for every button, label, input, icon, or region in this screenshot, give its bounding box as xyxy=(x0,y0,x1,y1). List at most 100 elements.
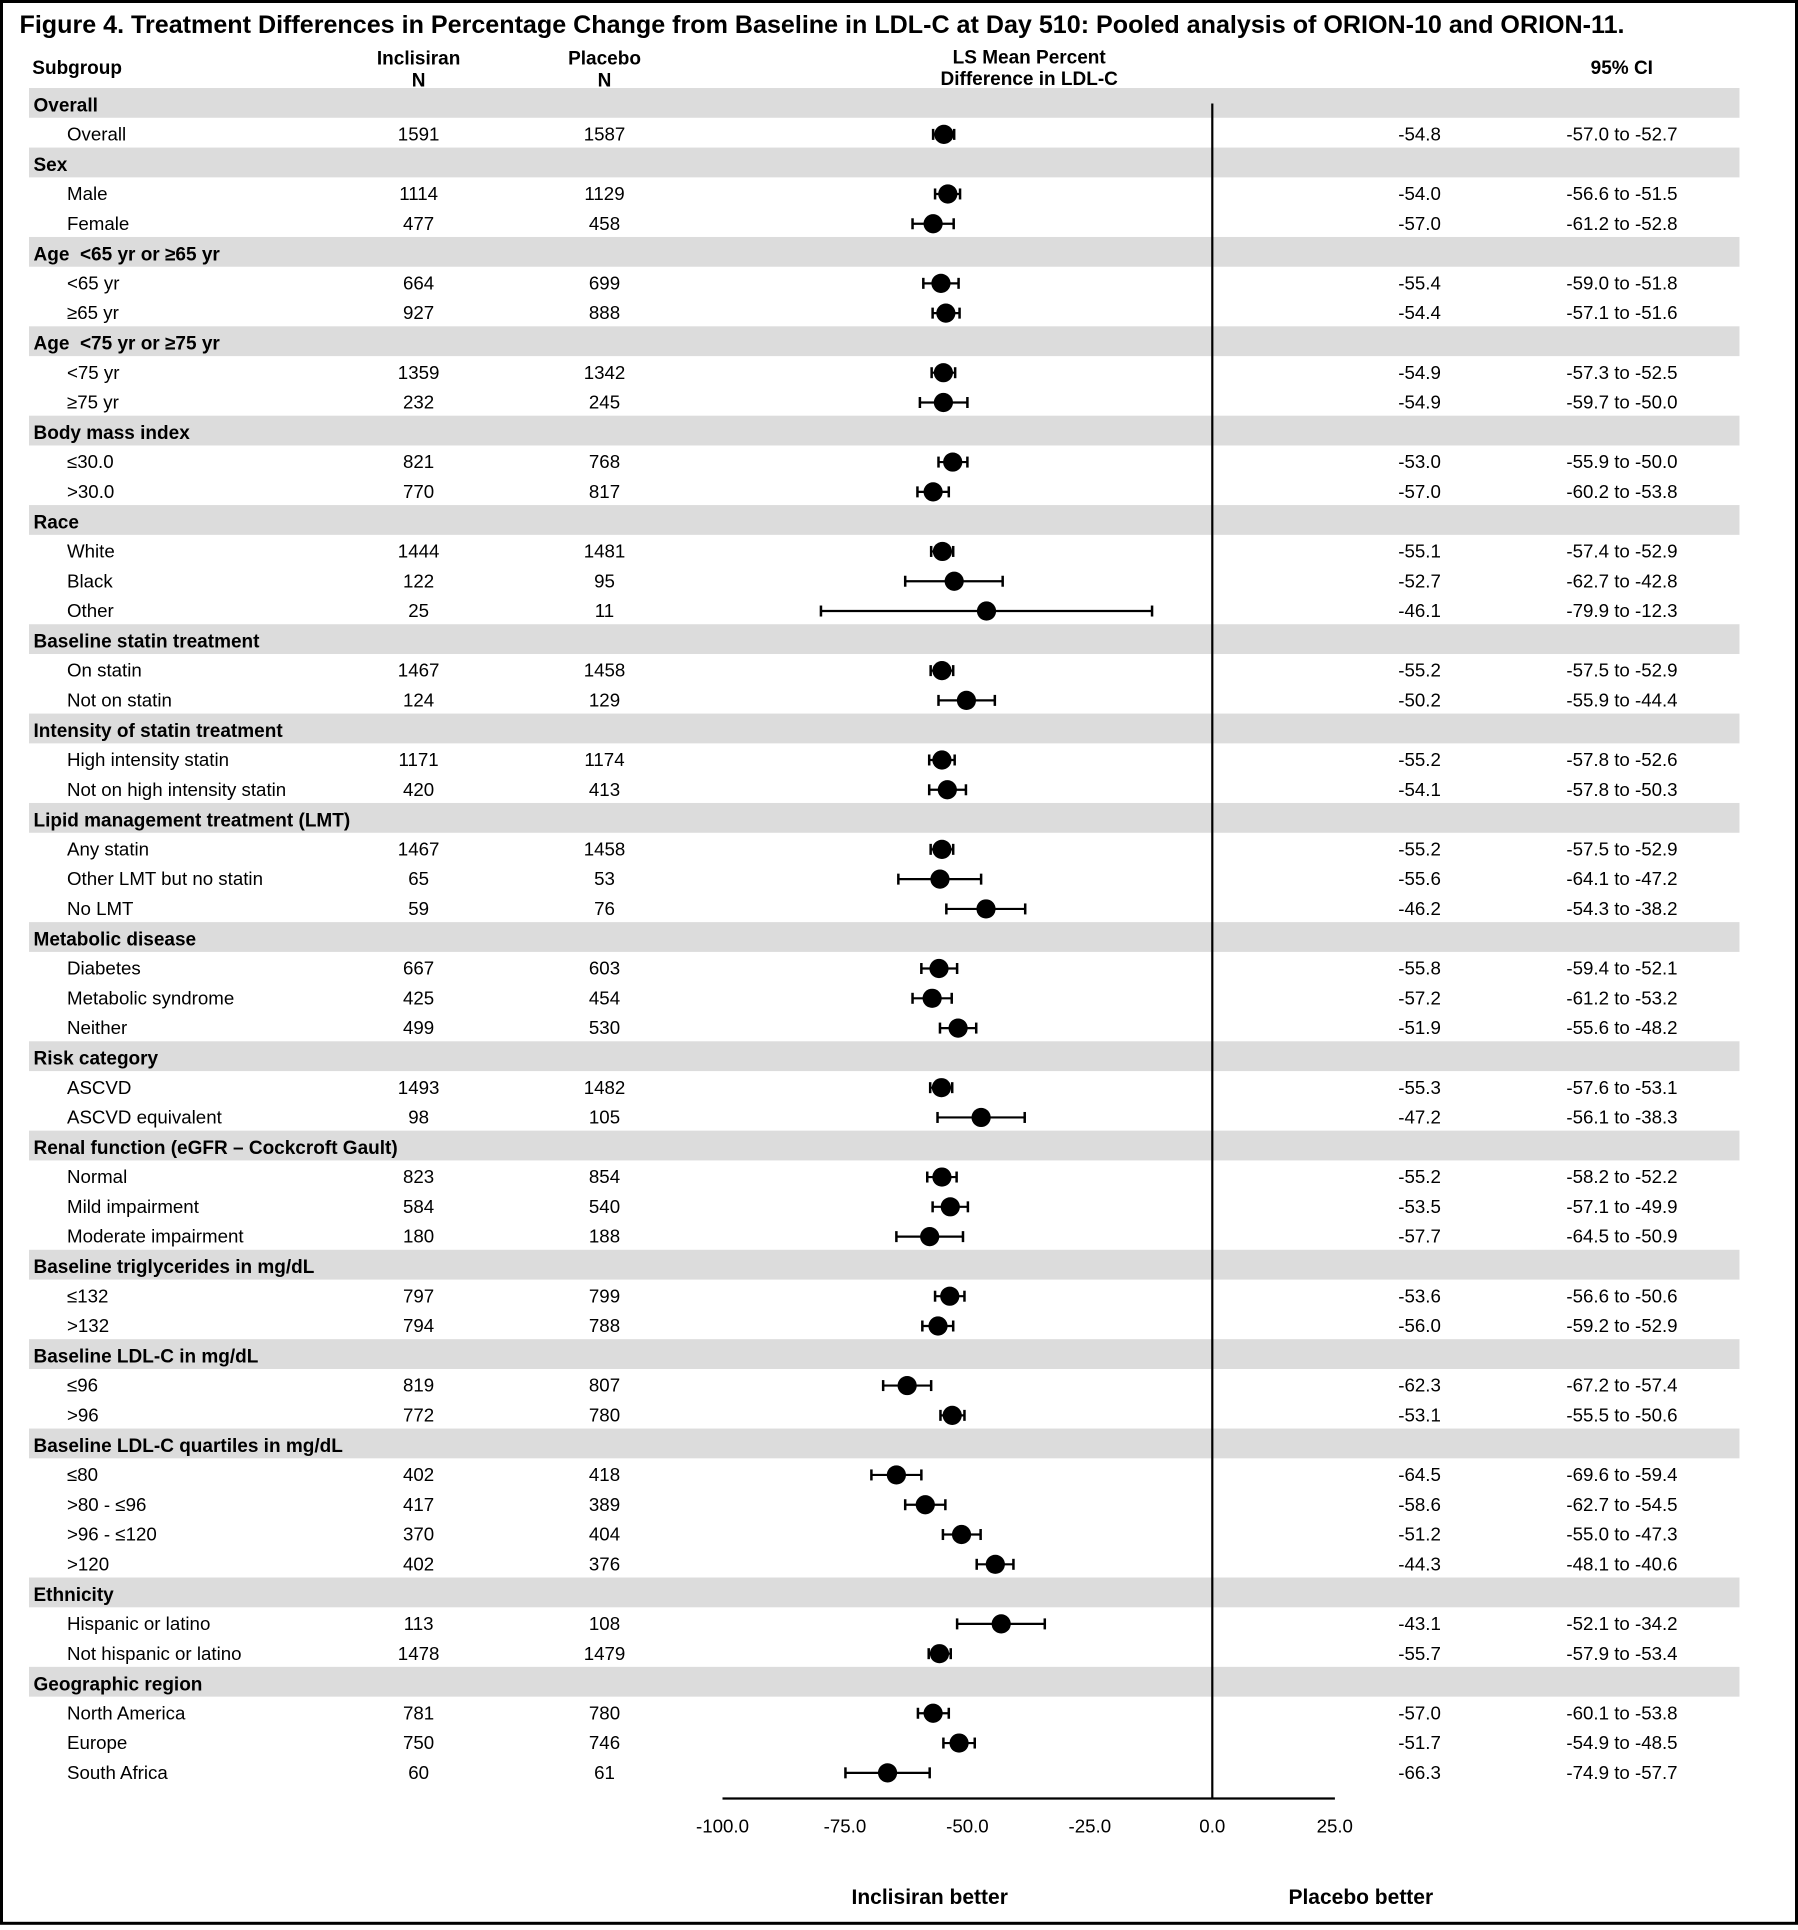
svg-text:-44.3: -44.3 xyxy=(1398,1553,1441,1574)
svg-text:-55.2: -55.2 xyxy=(1398,1166,1441,1187)
svg-text:95% CI: 95% CI xyxy=(1591,58,1653,79)
svg-text:Not on statin: Not on statin xyxy=(67,690,172,711)
svg-text:245: 245 xyxy=(589,392,620,413)
svg-text:458: 458 xyxy=(589,213,620,234)
svg-text:-25.0: -25.0 xyxy=(1069,1816,1112,1837)
svg-text:1114: 1114 xyxy=(399,183,438,204)
svg-text:South Africa: South Africa xyxy=(67,1762,168,1783)
svg-text:No LMT: No LMT xyxy=(67,898,133,919)
svg-text:402: 402 xyxy=(403,1464,434,1485)
svg-text:699: 699 xyxy=(589,272,620,293)
svg-text:1587: 1587 xyxy=(584,123,626,144)
svg-text:-55.1: -55.1 xyxy=(1398,541,1441,562)
svg-text:108: 108 xyxy=(589,1613,620,1634)
svg-text:-57.0: -57.0 xyxy=(1398,481,1441,502)
svg-text:780: 780 xyxy=(589,1404,620,1425)
svg-text:≤132: ≤132 xyxy=(67,1285,108,1306)
svg-text:Female: Female xyxy=(67,213,129,234)
svg-text:454: 454 xyxy=(589,987,620,1008)
svg-text:≥65 yr: ≥65 yr xyxy=(67,302,119,323)
svg-text:-48.1 to -40.6: -48.1 to -40.6 xyxy=(1566,1553,1677,1574)
svg-text:Mild impairment: Mild impairment xyxy=(67,1196,200,1217)
svg-text:-57.4 to -52.9: -57.4 to -52.9 xyxy=(1566,541,1677,562)
svg-text:927: 927 xyxy=(403,302,434,323)
svg-text:≤80: ≤80 xyxy=(67,1464,98,1485)
svg-text:772: 772 xyxy=(403,1404,434,1425)
svg-text:823: 823 xyxy=(403,1166,434,1187)
svg-text:-58.2 to -52.2: -58.2 to -52.2 xyxy=(1566,1166,1677,1187)
svg-text:-57.0: -57.0 xyxy=(1398,213,1441,234)
svg-text:-54.1: -54.1 xyxy=(1398,779,1441,800)
svg-text:Moderate impairment: Moderate impairment xyxy=(67,1226,244,1247)
svg-text:59: 59 xyxy=(408,898,429,919)
svg-text:≤96: ≤96 xyxy=(67,1375,98,1396)
svg-text:-57.3 to -52.5: -57.3 to -52.5 xyxy=(1566,362,1677,383)
svg-text:Baseline LDL-C quartiles in mg: Baseline LDL-C quartiles in mg/dL xyxy=(34,1436,344,1457)
svg-text:113: 113 xyxy=(404,1613,434,1634)
svg-text:-55.6 to -48.2: -55.6 to -48.2 xyxy=(1566,1017,1677,1038)
svg-text:1458: 1458 xyxy=(584,660,626,681)
svg-text:≤30.0: ≤30.0 xyxy=(67,451,114,472)
svg-text:-64.5 to -50.9: -64.5 to -50.9 xyxy=(1566,1226,1677,1247)
svg-text:-54.9: -54.9 xyxy=(1398,362,1441,383)
svg-text:95: 95 xyxy=(594,570,615,591)
svg-text:-53.0: -53.0 xyxy=(1398,451,1441,472)
svg-text:-62.7 to -54.5: -62.7 to -54.5 xyxy=(1566,1494,1677,1515)
svg-text:-64.1 to -47.2: -64.1 to -47.2 xyxy=(1566,868,1677,889)
svg-text:Difference in LDL-C: Difference in LDL-C xyxy=(941,69,1119,90)
svg-text:-57.0: -57.0 xyxy=(1398,1702,1441,1723)
svg-text:≥75 yr: ≥75 yr xyxy=(67,392,119,413)
svg-text:-57.1 to -51.6: -57.1 to -51.6 xyxy=(1566,302,1677,323)
svg-text:-55.3: -55.3 xyxy=(1398,1077,1441,1098)
svg-text:746: 746 xyxy=(589,1732,620,1753)
svg-text:1444: 1444 xyxy=(398,541,440,562)
svg-text:65: 65 xyxy=(408,868,429,889)
svg-text:-55.8: -55.8 xyxy=(1398,958,1441,979)
svg-text:-58.6: -58.6 xyxy=(1398,1494,1441,1515)
svg-text:376: 376 xyxy=(589,1553,620,1574)
svg-text:0.0: 0.0 xyxy=(1199,1816,1225,1837)
svg-text:370: 370 xyxy=(403,1524,434,1545)
svg-text:-54.4: -54.4 xyxy=(1398,302,1441,323)
svg-text:On statin: On statin xyxy=(67,660,142,681)
svg-text:60: 60 xyxy=(408,1762,429,1783)
svg-text:-62.3: -62.3 xyxy=(1398,1375,1441,1396)
svg-text:129: 129 xyxy=(589,690,620,711)
svg-text:-57.8 to -50.3: -57.8 to -50.3 xyxy=(1566,779,1677,800)
svg-text:-54.3 to -38.2: -54.3 to -38.2 xyxy=(1566,898,1677,919)
svg-text:-43.1: -43.1 xyxy=(1398,1613,1441,1634)
svg-text:Sex: Sex xyxy=(34,155,68,176)
svg-text:-67.2 to -57.4: -67.2 to -57.4 xyxy=(1566,1375,1677,1396)
svg-text:-55.2: -55.2 xyxy=(1398,660,1441,681)
svg-text:Renal function (eGFR – Cockcro: Renal function (eGFR – Cockcroft Gault) xyxy=(34,1138,398,1159)
svg-text:770: 770 xyxy=(403,481,434,502)
svg-text:-53.5: -53.5 xyxy=(1398,1196,1441,1217)
svg-text:788: 788 xyxy=(589,1315,620,1336)
svg-text:-50.2: -50.2 xyxy=(1398,690,1441,711)
svg-text:-100.0: -100.0 xyxy=(696,1816,749,1837)
svg-text:-55.4: -55.4 xyxy=(1398,272,1441,293)
svg-text:61: 61 xyxy=(594,1762,615,1783)
svg-text:402: 402 xyxy=(403,1553,434,1574)
svg-text:-51.7: -51.7 xyxy=(1398,1732,1441,1753)
svg-text:232: 232 xyxy=(403,392,434,413)
svg-text:-55.9 to -44.4: -55.9 to -44.4 xyxy=(1566,690,1677,711)
svg-text:-51.2: -51.2 xyxy=(1398,1524,1441,1545)
svg-text:1174: 1174 xyxy=(584,749,624,770)
svg-text:-57.1 to -49.9: -57.1 to -49.9 xyxy=(1566,1196,1677,1217)
svg-text:Ethnicity: Ethnicity xyxy=(34,1585,115,1606)
svg-text:-57.5 to -52.9: -57.5 to -52.9 xyxy=(1566,660,1677,681)
svg-text:819: 819 xyxy=(403,1375,434,1396)
svg-text:1478: 1478 xyxy=(398,1643,440,1664)
svg-text:1493: 1493 xyxy=(398,1077,440,1098)
svg-text:Baseline triglycerides in mg/d: Baseline triglycerides in mg/dL xyxy=(34,1257,315,1278)
svg-text:799: 799 xyxy=(589,1285,620,1306)
svg-text:-56.1 to -38.3: -56.1 to -38.3 xyxy=(1566,1107,1677,1128)
svg-text:25: 25 xyxy=(408,600,429,621)
svg-text:-50.0: -50.0 xyxy=(946,1816,989,1837)
svg-text:Metabolic disease: Metabolic disease xyxy=(34,930,197,951)
svg-text:Normal: Normal xyxy=(67,1166,127,1187)
svg-text:Metabolic syndrome: Metabolic syndrome xyxy=(67,987,234,1008)
svg-text:-46.1: -46.1 xyxy=(1398,600,1441,621)
svg-text:1481: 1481 xyxy=(584,541,626,562)
